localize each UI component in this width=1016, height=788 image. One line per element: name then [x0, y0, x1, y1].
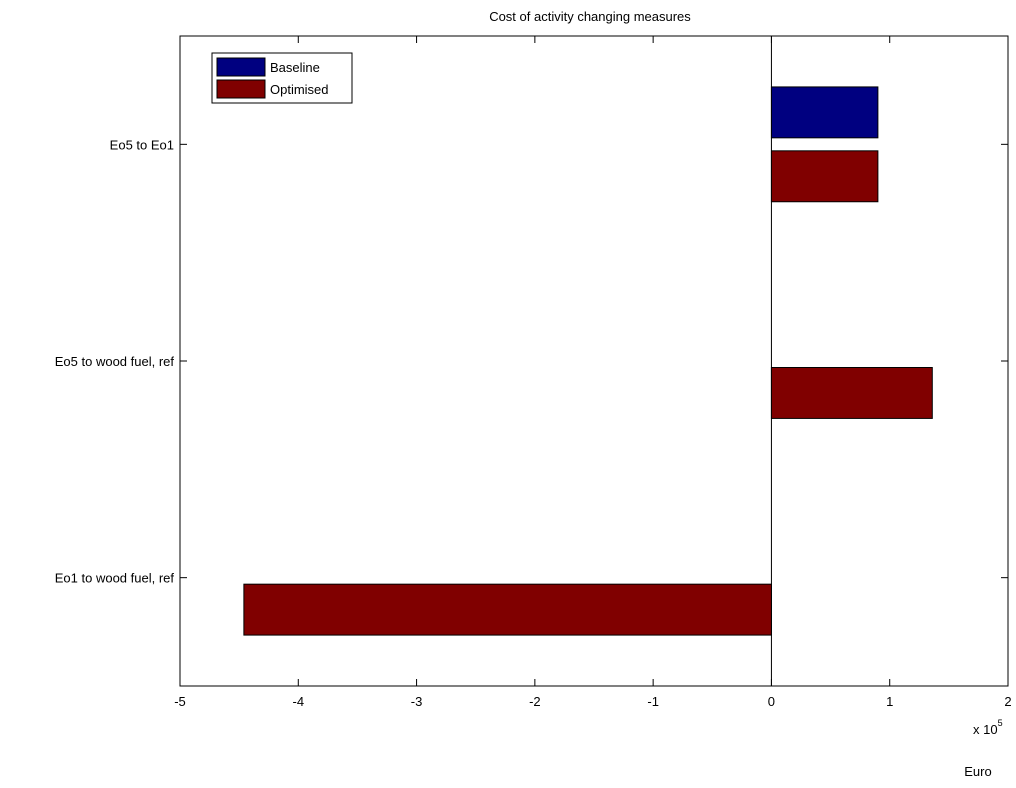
bar-baseline-1 [770, 86, 879, 139]
x-tick-label: -2 [529, 694, 541, 709]
x-tick-label: 2 [1004, 694, 1011, 709]
category-labels: Eo5 to Eo1 Eo5 to wood fuel, ref Eo1 to wo… [55, 137, 175, 585]
bars-group [243, 86, 933, 636]
bar-optimised-2 [770, 367, 933, 419]
plot-frame [179, 35, 1009, 687]
y-category-label: Eo1 to wood fuel, ref [55, 571, 175, 586]
x-tick-label: -3 [411, 694, 423, 709]
x-tick-label: -1 [647, 694, 659, 709]
legend-items: Baseline Optimised [216, 57, 329, 99]
bar-optimised-3 [243, 583, 772, 636]
x-tick-label: 0 [768, 694, 775, 709]
ticks-group [179, 36, 1009, 686]
x-axis-label: Euro [964, 764, 991, 779]
x-tick-label: -5 [174, 694, 186, 709]
x-tick-label: -4 [293, 694, 305, 709]
y-category-label: Eo5 to Eo1 [110, 137, 174, 152]
bar-optimised-1 [770, 150, 879, 203]
y-category-label: Eo5 to wood fuel, ref [55, 354, 175, 369]
legend-label-baseline: Baseline [270, 60, 320, 75]
x-multiplier-exponent: 5 [998, 718, 1003, 728]
chart-title: Cost of activity changing measures [489, 9, 691, 24]
legend-swatch-optimised [216, 79, 266, 99]
x-tick-labels: -5 -4 -3 -2 -1 0 1 2 [174, 694, 1011, 709]
legend-label-optimised: Optimised [270, 82, 329, 97]
legend-swatch-baseline [216, 57, 266, 77]
x-axis-multiplier: x 105 [973, 718, 1003, 737]
x-multiplier-base: x 10 [973, 722, 998, 737]
legend: Baseline Optimised [211, 52, 353, 104]
x-tick-label: 1 [886, 694, 893, 709]
